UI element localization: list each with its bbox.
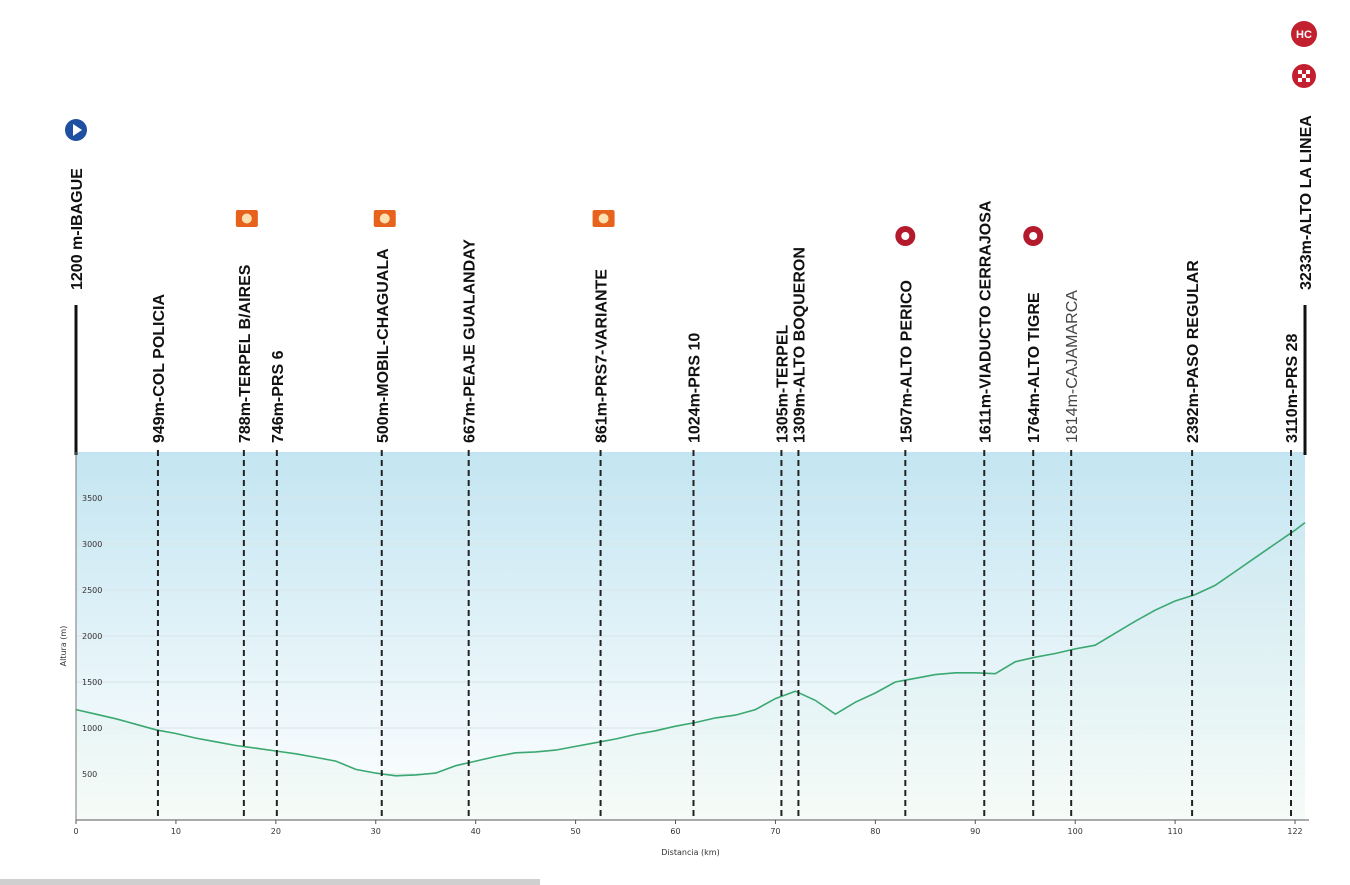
elevation-fill xyxy=(76,522,1305,820)
x-tick-label: 110 xyxy=(1167,827,1182,836)
feed-zone-icon-glyph xyxy=(379,213,390,224)
x-tick-label: 0 xyxy=(73,827,78,836)
x-tick-label: 70 xyxy=(770,827,780,836)
y-tick-label: 2000 xyxy=(82,632,102,641)
x-axis-title: Distancia (km) xyxy=(661,848,719,857)
y-axis-title: Altura (m) xyxy=(59,626,68,667)
finish-flag-check xyxy=(1306,78,1310,82)
axes: 500 1000 1500 2000 2500 3000 3500 0 10 20 30 40 50 60… xyxy=(59,452,1309,857)
bottom-scrollbar xyxy=(0,879,540,885)
waypoint-label: 2392m-PASO REGULAR xyxy=(1185,260,1202,443)
waypoint-markers xyxy=(74,305,1307,820)
waypoint-label: 3110m-PRS 28 xyxy=(1284,333,1301,443)
start-icon-arrow xyxy=(73,124,82,136)
feed-zone-icon-glyph xyxy=(241,213,252,224)
waypoint-label: 667m-PEAJE GUALANDAY xyxy=(462,239,479,443)
waypoint-label: 1305m-TERPEL xyxy=(774,325,791,443)
finish-flag-check xyxy=(1302,74,1306,78)
hc-climb-icon-text: HC xyxy=(1296,29,1312,41)
waypoint-label: 1024m-PRS 10 xyxy=(686,333,703,443)
y-tick-label: 3500 xyxy=(82,494,102,503)
waypoint-icons: HC xyxy=(65,21,1317,246)
waypoint-label: 1764m-ALTO TIGRE xyxy=(1026,292,1043,443)
waypoint-label: 1507m-ALTO PERICO xyxy=(898,280,915,443)
finish-flag-check xyxy=(1298,70,1302,74)
finish-flag-check xyxy=(1298,78,1302,82)
y-tick-label: 500 xyxy=(82,770,97,779)
x-tick-label: 20 xyxy=(271,827,281,836)
x-tick-label: 50 xyxy=(570,827,580,836)
category-3-climb-icon-glyph xyxy=(901,232,910,240)
x-tick-label: 30 xyxy=(371,827,381,836)
hc-climb-icon xyxy=(1291,21,1317,47)
waypoint-label: 949m-COL POLICIA xyxy=(151,293,168,443)
x-tick-label: 100 xyxy=(1068,827,1083,836)
y-tick-label: 1000 xyxy=(82,724,102,733)
waypoint-label: 1309m-ALTO BOQUERON xyxy=(791,247,808,443)
waypoint-label: 500m-MOBIL-CHAGUALA xyxy=(375,248,392,443)
waypoint-label: 1611m-VIADUCTO CERRAJOSA xyxy=(977,200,994,443)
x-tick-label: 90 xyxy=(970,827,980,836)
x-tick-label: 80 xyxy=(870,827,880,836)
feed-zone-icon-glyph xyxy=(598,213,609,224)
waypoint-label: 788m-TERPEL B/AIRES xyxy=(237,264,254,443)
waypoint-label: 3233m-ALTO LA LINEA xyxy=(1298,115,1315,290)
x-tick-label: 60 xyxy=(670,827,680,836)
waypoint-label: 861m-PRS7-VARIANTE xyxy=(594,269,611,443)
x-tick-label: 10 xyxy=(171,827,181,836)
elevation-area xyxy=(75,521,1306,820)
waypoint-label: 1200 m-IBAGUE xyxy=(69,168,86,290)
waypoint-labels: 1200 m-IBAGUE 949m-COL POLICIA 788m-TERPEL… xyxy=(69,115,1315,443)
waypoint-label: 1814m-CAJAMARCA xyxy=(1064,290,1081,443)
waypoint-label: 746m-PRS 6 xyxy=(270,350,287,443)
y-tick-label: 1500 xyxy=(82,678,102,687)
y-tick-label: 3000 xyxy=(82,540,102,549)
finish-flag-check xyxy=(1306,70,1310,74)
y-tick-label: 2500 xyxy=(82,586,102,595)
x-tick-label: 122 xyxy=(1287,827,1302,836)
elevation-line xyxy=(75,521,1306,777)
category-3-climb-icon-glyph xyxy=(1029,232,1038,240)
x-tick-label: 40 xyxy=(471,827,481,836)
